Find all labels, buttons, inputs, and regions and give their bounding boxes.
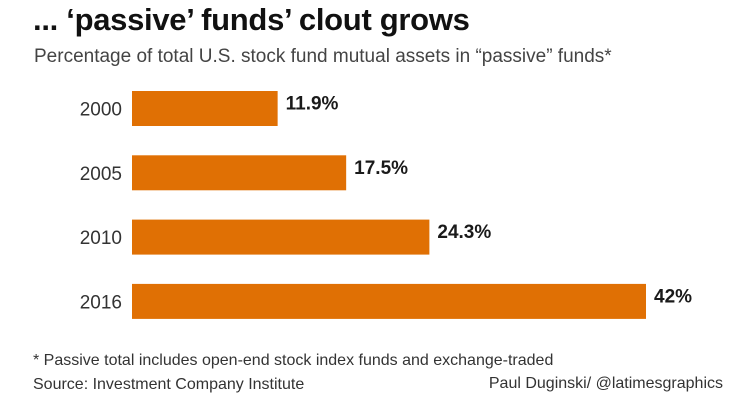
credit-line: Paul Duginski/ @latimesgraphics <box>488 375 723 392</box>
value-label-2010: 24.3% <box>437 222 491 243</box>
value-label-2016: 42% <box>654 286 692 307</box>
bar-2000 <box>132 91 278 126</box>
footnote: * Passive total includes open-end stock … <box>33 352 554 369</box>
category-label-2010: 2010 <box>80 228 122 249</box>
source-note: Source: Investment Company Institute <box>33 376 305 393</box>
value-label-2000: 11.9% <box>286 94 339 115</box>
bar-2016 <box>132 283 646 319</box>
bar-2005 <box>132 155 347 191</box>
chart-subtitle: Percentage of total U.S. stock fund mutu… <box>34 46 612 67</box>
bar-2010 <box>132 219 430 255</box>
value-label-2005: 17.5% <box>354 158 408 179</box>
category-label-2000: 2000 <box>80 100 122 121</box>
bar-chart: 2000 11.9% 2005 17.5% 2010 24.3% 2016 42% <box>80 91 692 319</box>
category-label-2005: 2005 <box>80 164 122 185</box>
category-label-2016: 2016 <box>80 292 122 313</box>
chart-title: ... ‘passive’ funds’ clout grows <box>33 2 470 37</box>
